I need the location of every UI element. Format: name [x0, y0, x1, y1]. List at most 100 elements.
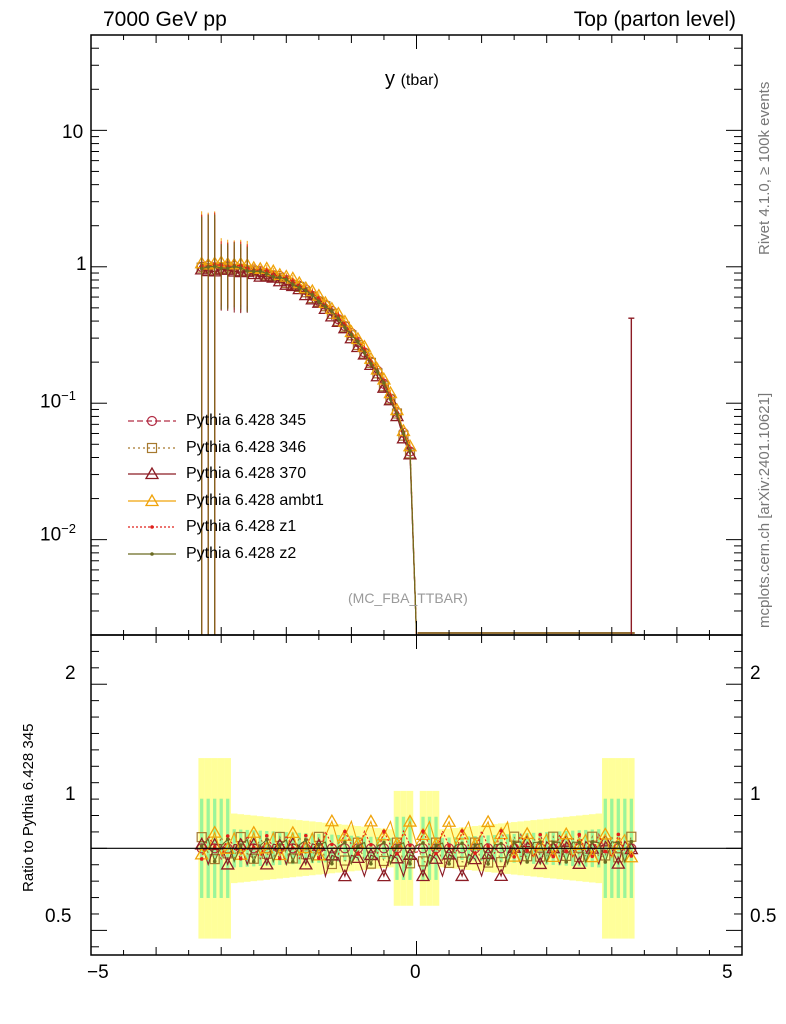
- data-point: [324, 309, 339, 322]
- ratio-point: [611, 856, 626, 869]
- ratio-point: [611, 837, 626, 850]
- ratio-tick-left-1: 1: [65, 784, 76, 805]
- y-tick-label-1: 1: [76, 254, 87, 275]
- ratio-point: [467, 851, 483, 865]
- series-line: [201, 261, 418, 636]
- ratio-point: [259, 857, 274, 870]
- ratio-tick-right-0-5: 0.5: [750, 906, 777, 927]
- ratio-point: [415, 827, 431, 841]
- series-line: [201, 263, 418, 636]
- legend-label: Pythia 6.428 345: [186, 412, 307, 429]
- legend-marker: [144, 466, 160, 480]
- legend-swatch: [128, 415, 176, 427]
- ratio-point: [421, 829, 425, 833]
- ratio-point: [559, 826, 574, 840]
- ratio-line: [201, 819, 632, 859]
- ratio-point: [546, 849, 561, 862]
- ratio-point: [246, 825, 261, 838]
- x-tick-label-5: 5: [722, 962, 733, 983]
- ratio-point: [624, 849, 639, 863]
- legend-label: Pythia 6.428 z1: [186, 518, 297, 535]
- chart-title-main: y: [385, 68, 395, 90]
- data-point: [357, 347, 372, 360]
- ratio-point: [454, 827, 470, 840]
- ratio-point: [572, 856, 587, 869]
- ratio-point: [376, 868, 392, 882]
- y-tick-label-0-01: 10−2: [40, 521, 76, 546]
- ratio-point: [402, 814, 418, 827]
- ratio-point: [389, 851, 405, 864]
- data-point: [389, 408, 405, 422]
- x-tick-label-minus5: −5: [87, 962, 109, 983]
- legend-swatch: [128, 466, 176, 480]
- ratio-point: [629, 839, 634, 844]
- ratio-series-3: [194, 813, 639, 863]
- ratio-point: [520, 826, 535, 840]
- ratio-point: [507, 840, 522, 853]
- ratio-series-5: [199, 837, 634, 866]
- legend-marker: [144, 493, 160, 506]
- ratio-point: [415, 868, 431, 882]
- legend-swatch: [128, 551, 176, 556]
- header-right-label: Top (parton level): [573, 8, 736, 31]
- series-line: [201, 265, 418, 636]
- ratio-point: [598, 834, 613, 847]
- ratio-point: [337, 868, 353, 882]
- legend-marker: [150, 551, 154, 556]
- ratio-point: [441, 814, 457, 827]
- ratio-point: [235, 831, 246, 843]
- data-point: [279, 277, 294, 290]
- mcplots-label: mcplots.cern.ch [arXiv:2401.10621]: [756, 392, 773, 628]
- ratio-point: [507, 849, 522, 862]
- x-tick-label-0: 0: [410, 962, 421, 983]
- ratio-point: [480, 814, 496, 828]
- ratio-point: [363, 814, 379, 827]
- ratio-point: [196, 832, 207, 843]
- ratio-point: [494, 868, 509, 882]
- ratio-point: [494, 826, 509, 840]
- ratio-point: [598, 827, 613, 840]
- legend-item: Pythia 6.428 ambt1: [124, 490, 384, 512]
- ratio-point: [220, 857, 235, 870]
- legend-item: Pythia 6.428 346: [124, 437, 384, 459]
- ratio-point: [337, 828, 353, 841]
- series-line: [201, 268, 418, 636]
- legend-swatch: [128, 525, 176, 529]
- ratio-series: [194, 813, 639, 882]
- legend-swatch: [128, 442, 176, 453]
- ratio-line: [201, 838, 632, 866]
- ratio-point: [454, 868, 470, 882]
- legend-swatch: [128, 493, 176, 506]
- legend-label: Pythia 6.428 ambt1: [186, 491, 324, 509]
- legend-item: Pythia 6.428 z2: [124, 543, 384, 565]
- ratio-tick-right-2: 2: [750, 663, 761, 684]
- ratio-point: [313, 831, 324, 842]
- main-series: [194, 211, 635, 636]
- data-point: [199, 266, 204, 271]
- ratio-point: [376, 827, 392, 841]
- y-tick-label-0-1: 10−1: [40, 388, 76, 413]
- chart-title-sub: (tbar): [400, 72, 439, 89]
- legend-item: Pythia 6.428 z1: [124, 516, 384, 538]
- legend-item: Pythia 6.428 345: [124, 410, 384, 432]
- data-point: [298, 287, 313, 301]
- chart-title: y (tbar): [385, 68, 439, 91]
- header-left-label: 7000 GeV pp: [103, 8, 227, 31]
- ratio-point: [559, 834, 574, 847]
- ratio-point: [199, 857, 204, 861]
- legend-label: Pythia 6.428 z2: [186, 544, 297, 562]
- legend-marker: [146, 442, 158, 453]
- ratio-frame: [90, 634, 743, 956]
- ratio-point: [473, 851, 477, 856]
- ratio-point: [274, 831, 285, 843]
- ratio-point: [585, 849, 600, 863]
- watermark-label: (MC_FBA_TTBAR): [348, 590, 468, 606]
- legend-label: Pythia 6.428 370: [186, 465, 307, 482]
- legend-marker: [146, 415, 158, 427]
- ratio-tick-left-0-5: 0.5: [45, 906, 72, 927]
- ratio-point: [533, 838, 548, 851]
- ratio-tick-left-2: 2: [65, 663, 76, 684]
- legend-item: Pythia 6.428 370: [124, 463, 384, 485]
- ratio-ylabel: Ratio to Pythia 6.428 345: [20, 723, 37, 892]
- ratio-point: [238, 856, 243, 861]
